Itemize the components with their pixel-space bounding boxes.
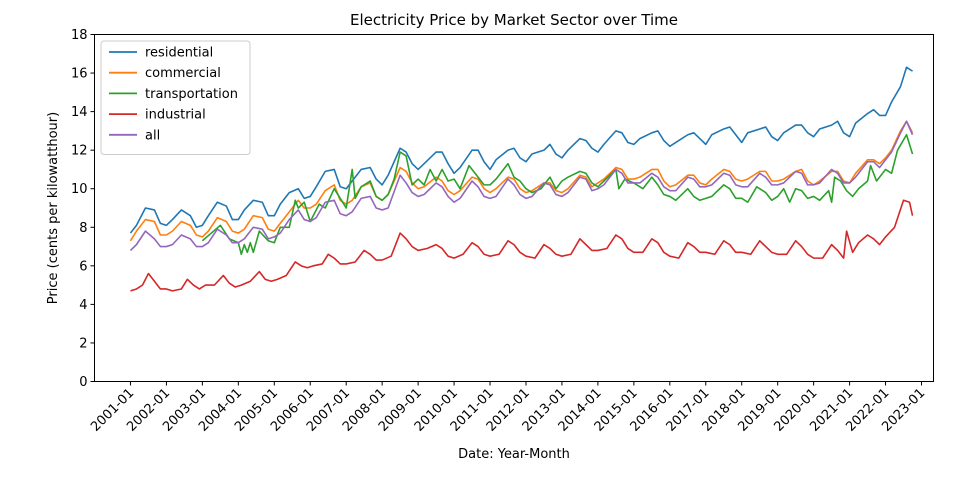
legend-label-commercial: commercial xyxy=(145,66,221,81)
y-axis-label: Price (cents per kilowatthour) xyxy=(46,112,61,304)
plot-frame xyxy=(94,34,934,382)
y-tick-label: 6 xyxy=(79,259,87,274)
legend-label-transportation: transportation xyxy=(145,87,238,102)
y-tick-label: 10 xyxy=(71,182,88,197)
y-tick-label: 16 xyxy=(71,67,88,82)
x-axis-label: Date: Year-Month xyxy=(458,447,570,462)
y-axis: 0 2 4 6 8 10 12 14 16 18 xyxy=(71,28,95,390)
y-tick-label: 14 xyxy=(71,105,88,120)
legend-label-industrial: industrial xyxy=(145,108,206,123)
legend-label-residential: residential xyxy=(145,46,213,61)
plot-area xyxy=(129,66,914,292)
y-tick-label: 18 xyxy=(71,28,88,43)
y-tick-label: 2 xyxy=(79,336,87,351)
series-line-commercial xyxy=(129,120,914,242)
y-tick-label: 0 xyxy=(79,375,87,390)
y-tick-label: 4 xyxy=(79,298,87,313)
series-line-industrial xyxy=(130,199,914,292)
series-line-all xyxy=(129,120,914,251)
x-axis: 2001-012002-012003-012004-012005-012006-… xyxy=(88,381,928,435)
chart-title: Electricity Price by Market Sector over … xyxy=(350,11,678,29)
y-tick-label: 12 xyxy=(71,144,88,159)
legend: residential commercial transportation indus… xyxy=(100,40,251,155)
y-tick-label: 8 xyxy=(79,221,87,236)
series-line-residential xyxy=(129,66,913,234)
legend-box xyxy=(100,40,251,155)
legend-label-all: all xyxy=(145,128,160,143)
